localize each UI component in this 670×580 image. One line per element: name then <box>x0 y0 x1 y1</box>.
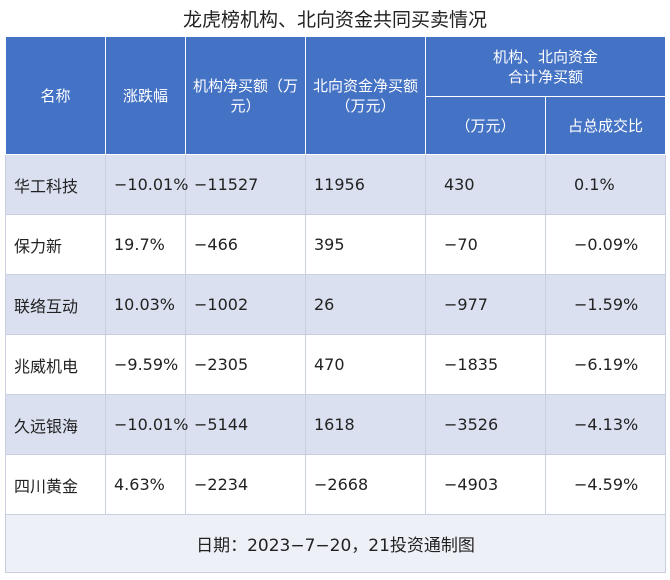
cell-total: −977 <box>425 274 546 335</box>
table-row: 久远银海 −10.01% −5144 1618 −3526 −4.13% <box>5 394 667 455</box>
cell-north: 11956 <box>305 154 426 215</box>
table-row: 四川黄金 4.63% −2234 −2668 −4903 −4.59% <box>5 454 667 515</box>
cell-inst: −5144 <box>185 394 306 455</box>
header-combined-net-buy: 机构、北向资金合计净买额 <box>424 36 667 97</box>
header-change: 涨跌幅 <box>105 36 186 155</box>
cell-ratio: 0.1% <box>544 154 667 215</box>
cell-ratio: −4.13% <box>544 394 667 455</box>
cell-total: −3526 <box>425 394 546 455</box>
table-row: 联络互动 10.03% −1002 26 −977 −1.59% <box>5 274 667 335</box>
cell-north: 395 <box>305 214 426 275</box>
cell-change: −9.59% <box>105 334 186 395</box>
cell-inst: −1002 <box>185 274 306 335</box>
footer-row: 日期：2023−7−20，21投资通制图 <box>4 514 667 573</box>
cell-total: 430 <box>425 154 546 215</box>
table-header: 名称 涨跌幅 机构净买额（万元） 北向资金净买额（万元） 机构、北向资金合计净买… <box>5 36 667 155</box>
header-north-net-buy: 北向资金净买额（万元） <box>305 36 426 155</box>
cell-north: 1618 <box>305 394 426 455</box>
cell-north: 470 <box>305 334 426 395</box>
cell-inst: −2234 <box>185 454 306 515</box>
cell-name: 华工科技 <box>5 154 106 215</box>
cell-change: 4.63% <box>105 454 186 515</box>
header-inst-net-buy: 机构净买额（万元） <box>185 36 306 155</box>
header-name: 名称 <box>5 36 106 155</box>
cell-total: −4903 <box>425 454 546 515</box>
cell-total: −1835 <box>425 334 546 395</box>
table-row: 保力新 19.7% −466 395 −70 −0.09% <box>5 214 667 275</box>
cell-change: −10.01% <box>105 154 188 215</box>
header-combined-amount: （万元） <box>425 96 546 155</box>
cell-total: −70 <box>425 214 546 275</box>
table-body: 华工科技 −10.01% −11527 11956 430 0.1% 保力新 19.7% −46… <box>5 154 667 515</box>
footer-caption: 日期：2023−7−20，21投资通制图 <box>4 514 667 573</box>
cell-name: 保力新 <box>5 214 106 275</box>
cell-north: 26 <box>305 274 426 335</box>
cell-change: 10.03% <box>105 274 186 335</box>
cell-ratio: −6.19% <box>544 334 667 395</box>
cell-inst: −466 <box>185 214 306 275</box>
data-table: 名称 涨跌幅 机构净买额（万元） 北向资金净买额（万元） 机构、北向资金合计净买… <box>4 36 667 573</box>
header-combined-ratio: 占总成交比 <box>544 96 667 155</box>
cell-ratio: −1.59% <box>544 274 667 335</box>
cell-ratio: −4.59% <box>544 454 667 515</box>
cell-inst: −11527 <box>185 154 306 215</box>
cell-name: 久远银海 <box>5 394 106 455</box>
cell-name: 联络互动 <box>5 274 106 335</box>
cell-name: 四川黄金 <box>5 454 106 515</box>
cell-ratio: −0.09% <box>544 214 667 275</box>
table-row: 兆威机电 −9.59% −2305 470 −1835 −6.19% <box>5 334 667 395</box>
table-row: 华工科技 −10.01% −11527 11956 430 0.1% <box>5 154 667 215</box>
cell-name: 兆威机电 <box>5 334 106 395</box>
page-title: 龙虎榜机构、北向资金共同买卖情况 <box>182 9 487 31</box>
cell-change: 19.7% <box>105 214 186 275</box>
cell-north: −2668 <box>305 454 426 515</box>
cell-change: −10.01% <box>105 394 188 455</box>
cell-inst: −2305 <box>185 334 306 395</box>
